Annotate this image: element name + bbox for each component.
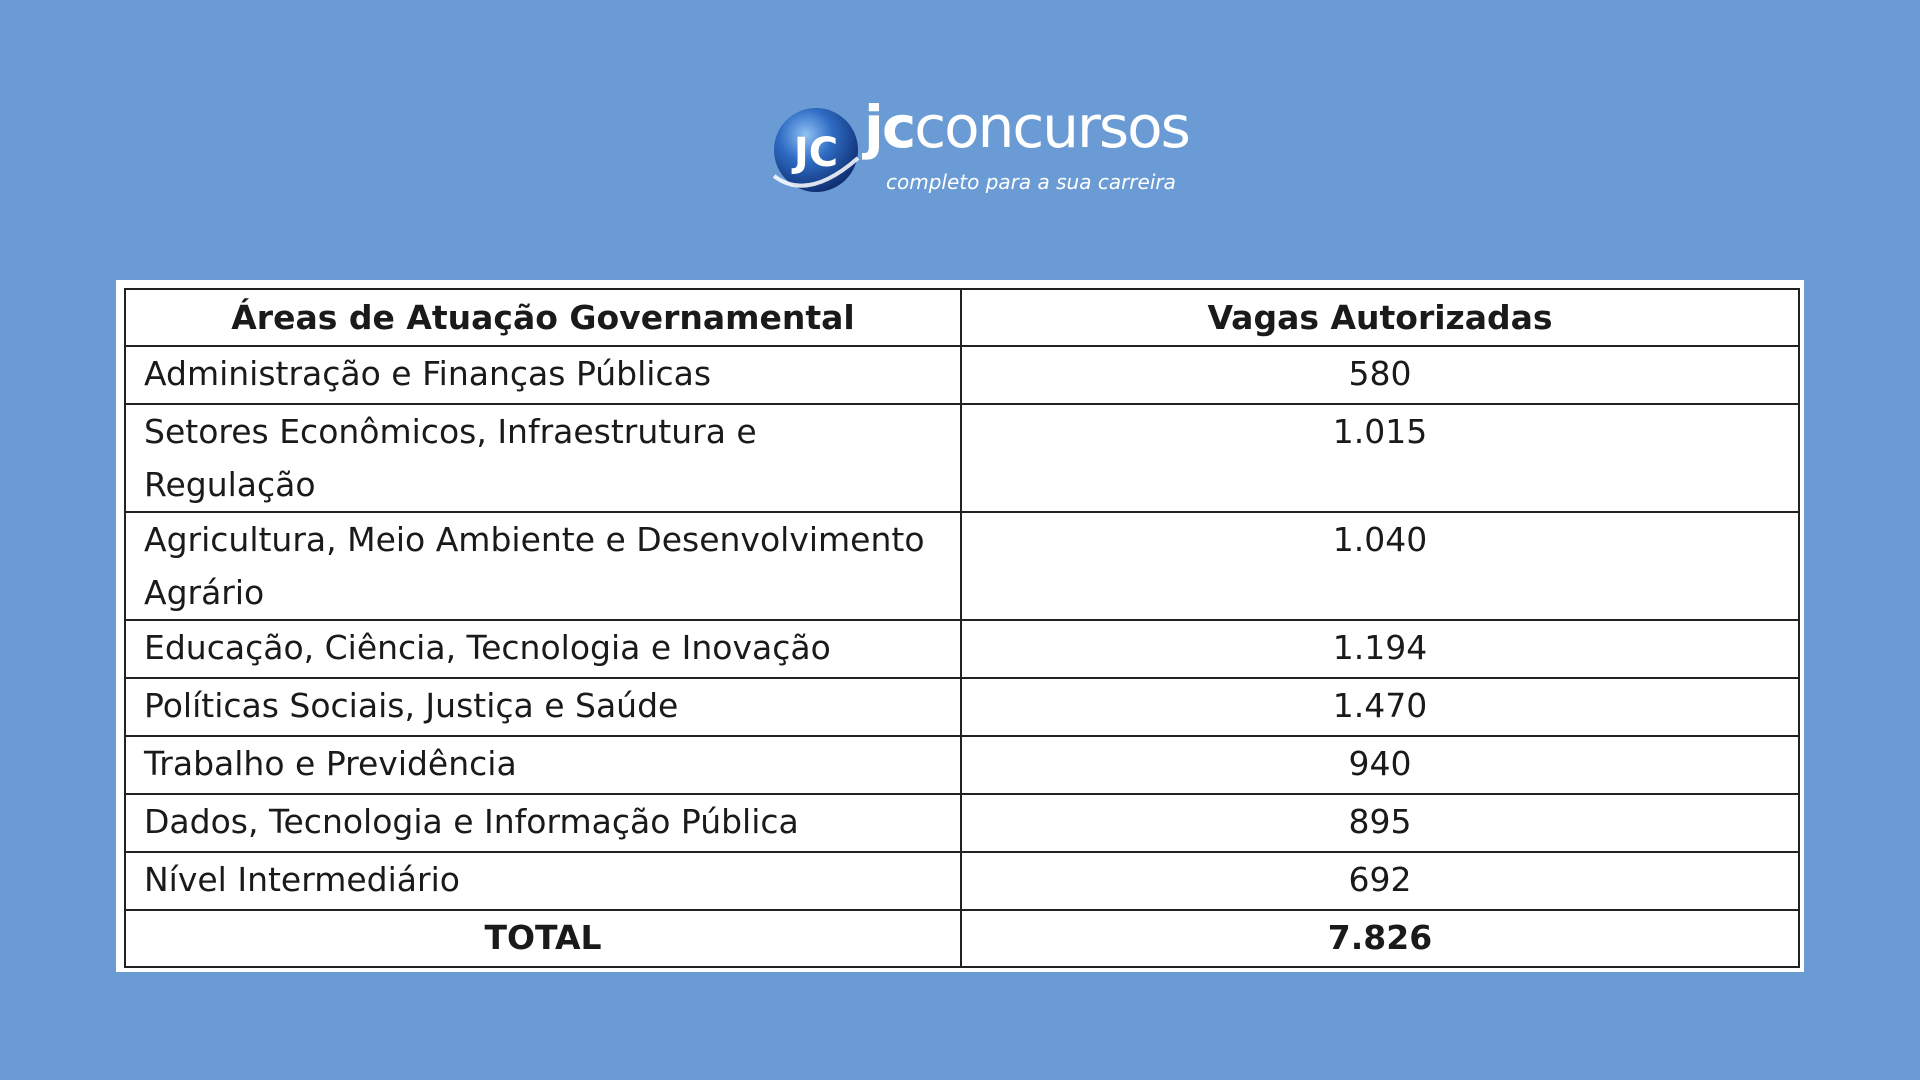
row-vagas: 1.040 <box>960 511 1800 621</box>
vagas-table: Áreas de Atuação Governamental Vagas Aut… <box>124 288 1800 968</box>
table-row: Dados, Tecnologia e Informação Pública 8… <box>124 793 1800 853</box>
row-area: Nível Intermediário <box>124 851 962 911</box>
total-value: 7.826 <box>960 909 1800 968</box>
row-vagas: 1.015 <box>960 403 1800 513</box>
row-area: Administração e Finanças Públicas <box>124 345 962 405</box>
total-label: TOTAL <box>124 909 962 968</box>
logo-tagline: completo para a sua carreira <box>886 170 1176 194</box>
row-area: Agricultura, Meio Ambiente e Desenvolvim… <box>124 511 962 621</box>
row-area: Políticas Sociais, Justiça e Saúde <box>124 677 962 737</box>
row-vagas: 580 <box>960 345 1800 405</box>
table-row: Nível Intermediário 692 <box>124 851 1800 911</box>
header-areas: Áreas de Atuação Governamental <box>124 288 962 347</box>
row-area: Educação, Ciência, Tecnologia e Inovação <box>124 619 962 679</box>
logo-word-rest: concursos <box>914 93 1191 161</box>
vagas-table-frame: Áreas de Atuação Governamental Vagas Aut… <box>116 280 1804 972</box>
jcconcursos-logo: JC jcconcursos completo para a sua carre… <box>768 98 1191 204</box>
logo-wordmark: jcconcursos <box>864 98 1191 156</box>
row-vagas: 895 <box>960 793 1800 853</box>
row-vagas: 692 <box>960 851 1800 911</box>
table-row: Administração e Finanças Públicas 580 <box>124 345 1800 405</box>
header-vagas: Vagas Autorizadas <box>960 288 1800 347</box>
row-area: Trabalho e Previdência <box>124 735 962 795</box>
table-row: Políticas Sociais, Justiça e Saúde 1.470 <box>124 677 1800 737</box>
table-header-row: Áreas de Atuação Governamental Vagas Aut… <box>124 288 1800 347</box>
row-area: Dados, Tecnologia e Informação Pública <box>124 793 962 853</box>
row-area: Setores Econômicos, Infraestrutura e Reg… <box>124 403 962 513</box>
table-total-row: TOTAL 7.826 <box>124 909 1800 968</box>
table-row: Agricultura, Meio Ambiente e Desenvolvim… <box>124 511 1800 621</box>
row-vagas: 1.194 <box>960 619 1800 679</box>
logo-globe-icon: JC <box>772 108 860 192</box>
logo-word-bold: jc <box>864 93 916 161</box>
logo-badge-text: JC <box>791 130 838 176</box>
row-vagas: 940 <box>960 735 1800 795</box>
table-row: Setores Econômicos, Infraestrutura e Reg… <box>124 403 1800 513</box>
row-vagas: 1.470 <box>960 677 1800 737</box>
table-row: Trabalho e Previdência 940 <box>124 735 1800 795</box>
table-row: Educação, Ciência, Tecnologia e Inovação… <box>124 619 1800 679</box>
